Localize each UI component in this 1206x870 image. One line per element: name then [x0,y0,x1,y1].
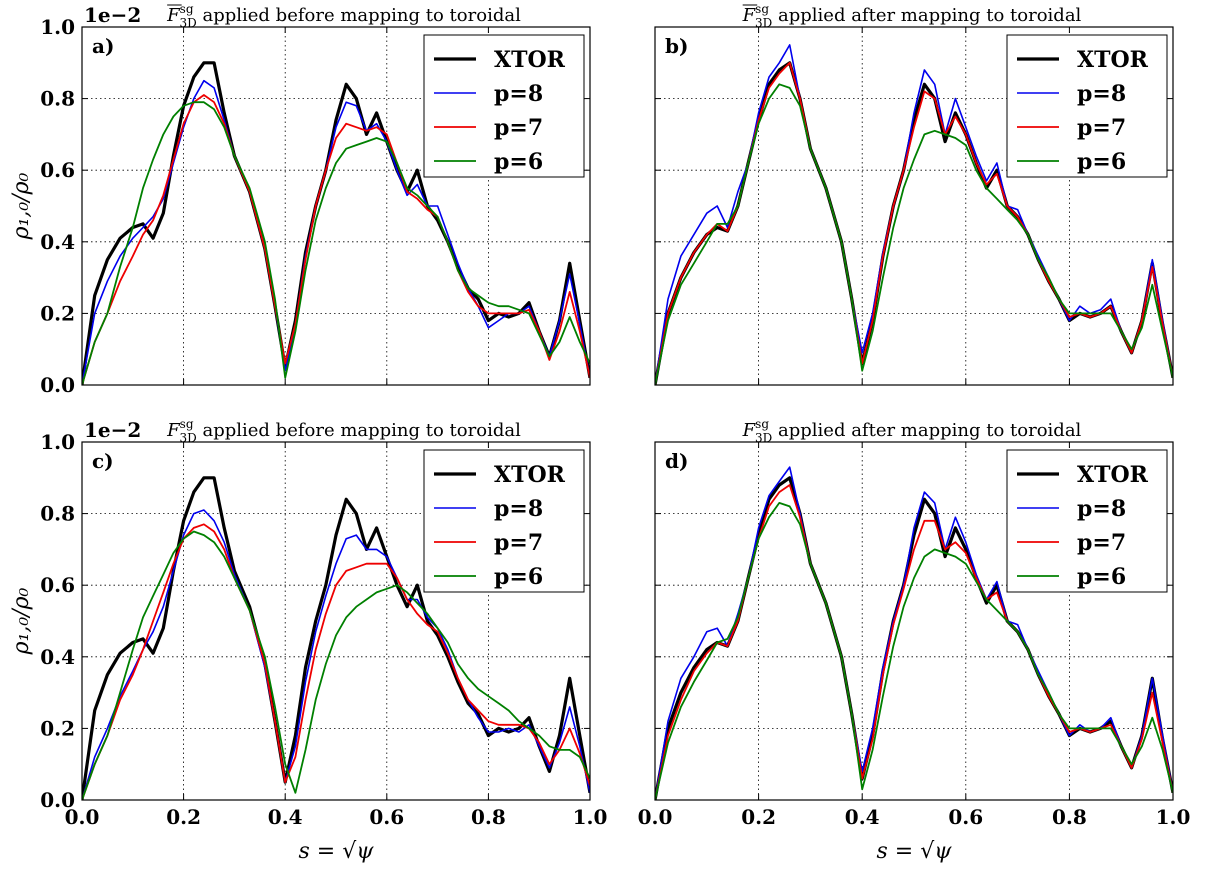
x-tick-label: 0.2 [741,805,776,829]
x-tick-label: 0.0 [65,805,100,829]
y-tick-label: 0.2 [40,301,75,325]
y-axis-label: ρ₁,₀/ρ₀ [9,587,34,655]
y-tick-label: 0.4 [40,645,75,669]
x-tick-label: 0.8 [1052,805,1087,829]
y-tick-label: 0.8 [40,502,75,526]
series-line-p-7 [82,94,590,385]
y-tick-label: 1.0 [40,430,75,454]
y-tick-label: 0.8 [40,87,75,111]
legend-entry: p=7 [1077,530,1126,556]
legend-entry: p=8 [1077,81,1126,107]
legend-entry: XTOR [1077,47,1149,73]
panel-title: Fsg 3D applied after mapping to toroidal [742,417,1082,445]
axes-frame [81,441,591,801]
x-tick-label: 0.8 [471,805,506,829]
panel-label: b) [665,34,688,58]
legend-entry: p=7 [1077,115,1126,141]
legend-entry: XTOR [494,462,566,488]
y-axis-label: ρ₁,₀/ρ₀ [9,172,34,240]
legend-entry: p=8 [494,81,543,107]
x-tick-label: 1.0 [573,805,608,829]
series-line-p-6 [655,502,1173,800]
series-line-p-6 [82,101,590,385]
x-tick-label: 0.4 [268,805,303,829]
y-tick-label: 0.6 [40,573,75,597]
panel-label: d) [665,449,688,473]
y-tick-label: 0.0 [40,788,75,812]
legend-entry: p=6 [1077,564,1126,590]
panel-title: Fsg 3D applied before mapping to toroidal [166,2,521,30]
panel-title: Fsg 3D applied after mapping to toroidal [742,2,1082,30]
legend-entry: p=6 [494,149,543,175]
y-tick-label: 0.6 [40,158,75,182]
x-tick-label: 1.0 [1156,805,1191,829]
legend-entry: XTOR [494,47,566,73]
y-tick-label: 0.0 [40,373,75,397]
legend: XTOR p=8 p=7 p=6 [1006,449,1168,593]
x-tick-label: 0.2 [166,805,201,829]
y-tick-label: 0.2 [40,716,75,740]
series-line-xtor [82,61,590,385]
offset-label: 1e−2 [84,3,141,27]
y-tick-label: 1.0 [40,15,75,39]
series-line-p-7 [82,523,590,800]
panel-4: 0.0 0.2 0.4 0.6 0.8 1.0 Fsg 3D applied after ma… [638,417,1191,864]
axes-frame [654,441,1174,801]
x-tick-label: 0.6 [948,805,983,829]
offset-label: 1e−2 [84,418,141,442]
x-tick-label: 0.4 [845,805,880,829]
x-axis-label: s = √ψ [877,839,953,864]
axes-frame [654,26,1174,386]
legend-entry: p=7 [494,115,543,141]
series-line-p-6 [82,530,590,800]
x-tick-label: 0.6 [369,805,404,829]
panel-label: a) [92,34,114,58]
panel-label: c) [92,449,114,473]
legend-entry: XTOR [1077,462,1149,488]
panel-2: Fsg 3D applied after mapping to toroidal b… [654,2,1174,386]
x-axis-label: s = √ψ [299,839,375,864]
y-tick-label: 0.4 [40,230,75,254]
legend-entry: p=7 [494,530,543,556]
legend-entry: p=6 [494,564,543,590]
panel-3: 0.0 0.2 0.4 0.6 0.8 1.0 0.0 0.2 0.4 0.6 0.8 1.0 1e−2… [9,417,607,864]
legend-entry: p=8 [1077,496,1126,522]
legend: XTOR p=8 p=7 p=6 [423,34,585,178]
legend: XTOR p=8 p=7 p=6 [423,449,585,593]
series-line-p-6 [655,83,1173,385]
panel-1: 0.0 0.2 0.4 0.6 0.8 1.0 1e−2 Fsg 3D applied befo… [9,2,591,397]
axes-frame [81,26,591,386]
legend-entry: p=8 [494,496,543,522]
series-line-p-8 [82,509,590,800]
legend-entry: p=6 [1077,149,1126,175]
x-tick-label: 0.0 [638,805,673,829]
panel-title: Fsg 3D applied before mapping to toroidal [166,417,521,445]
legend: XTOR p=8 p=7 p=6 [1006,34,1168,178]
